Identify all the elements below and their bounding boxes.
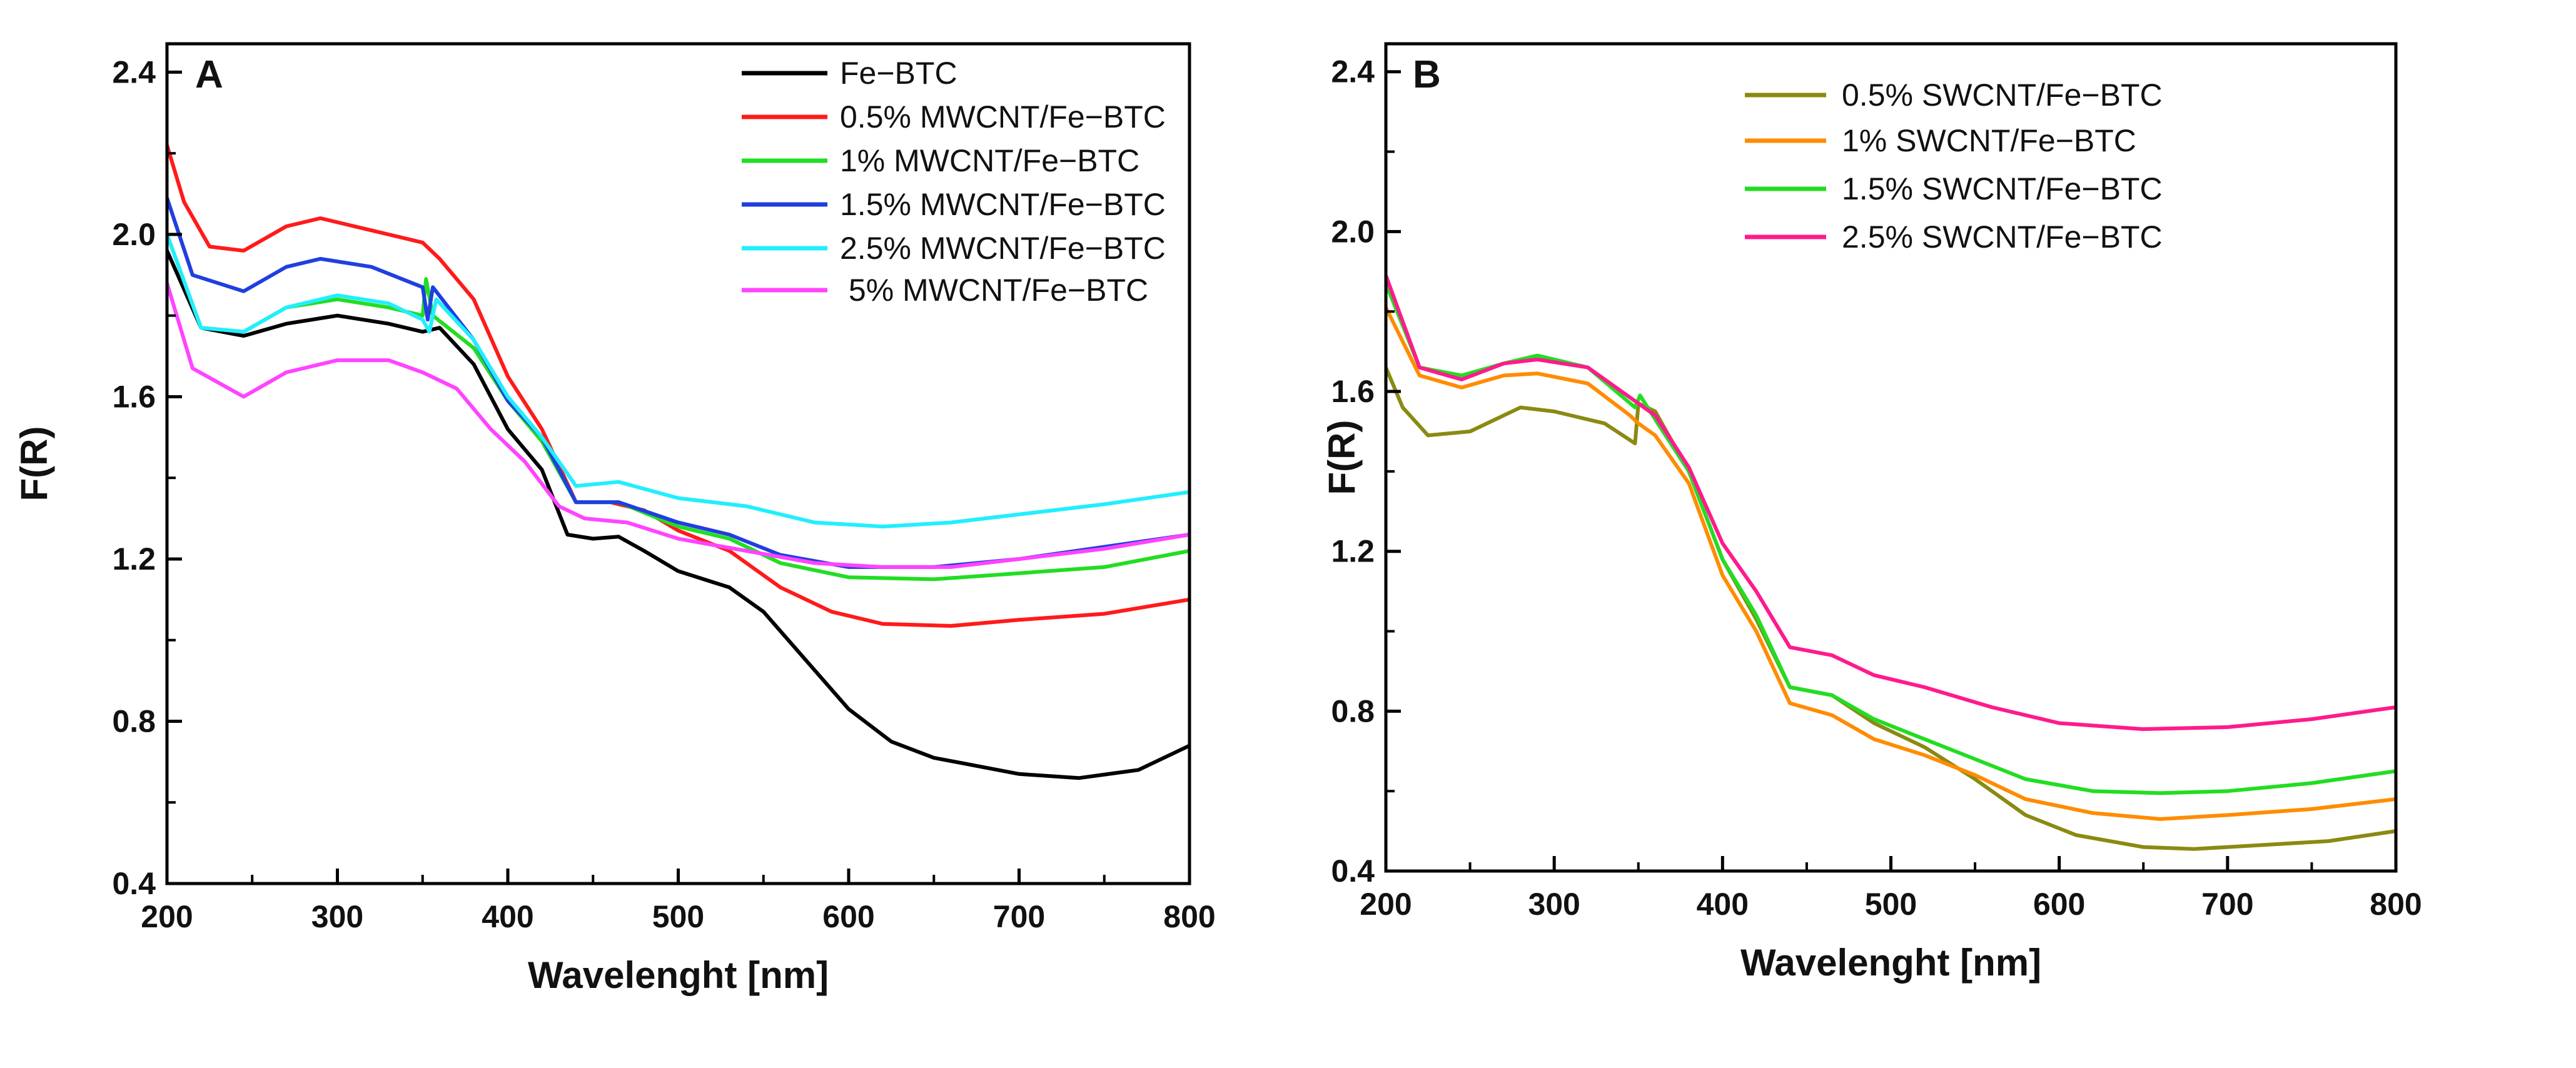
legend-label: 1% MWCNT/Fe−BTC: [840, 143, 1139, 178]
x-tick-label: 700: [2201, 887, 2253, 922]
y-tick-label: 1.6: [112, 379, 156, 414]
x-tick-label: 600: [2033, 887, 2085, 922]
legend-item: 1.5% SWCNT/Fe−BTC: [1745, 171, 2163, 206]
legend-item: 0.5% MWCNT/Fe−BTC: [742, 99, 1166, 134]
legend-label: 1.5% MWCNT/Fe−BTC: [840, 187, 1166, 222]
panel-label: B: [1413, 53, 1441, 96]
x-tick-label: 400: [482, 899, 533, 934]
y-tick-label: 0.4: [1331, 854, 1375, 889]
legend: 0.5% SWCNT/Fe−BTC 1% SWCNT/Fe−BTC 1.5% SWC…: [1745, 78, 2163, 254]
legend-item: 1.5% MWCNT/Fe−BTC: [742, 187, 1166, 222]
series-line: [165, 233, 1190, 529]
panel-b: 200 300 400 500 600 700 800 0.4 0.8 1.2 1.6 2.0 2.4 W…: [1321, 42, 2422, 984]
y-tick-label: 1.2: [112, 542, 156, 577]
legend-label: 1% SWCNT/Fe−BTC: [1842, 123, 2136, 158]
y-tick-label: 1.2: [1331, 534, 1375, 569]
y-tick-label: 2.0: [112, 217, 156, 252]
x-tick-label: 300: [1528, 887, 1580, 922]
y-axis-title: F(R): [1321, 420, 1363, 495]
series-line: [1384, 306, 2397, 821]
series-line: [1384, 283, 2397, 795]
y-tick-label: 0.8: [1331, 693, 1375, 728]
legend-item: 1% SWCNT/Fe−BTC: [1745, 123, 2136, 158]
plot-frame: [1384, 42, 2398, 873]
x-tick-label: 800: [2370, 887, 2422, 922]
y-tick-label: 2.0: [1331, 214, 1375, 249]
series-line: [165, 249, 1191, 780]
legend-item: 1% MWCNT/Fe−BTC: [742, 143, 1139, 178]
x-tick-label: 500: [652, 899, 704, 934]
x-axis-title: Wavelenght [nm]: [528, 954, 829, 996]
y-tick-label: 2.4: [112, 54, 156, 89]
legend-item: 2.5% MWCNT/Fe−BTC: [742, 231, 1166, 266]
x-axis-title: Wavelenght [nm]: [1740, 942, 2041, 984]
y-axis-title: F(R): [13, 426, 55, 501]
legend-label: 2.5% MWCNT/Fe−BTC: [840, 231, 1166, 266]
x-tick-label: 200: [1360, 887, 1412, 922]
legend-label: 1.5% SWCNT/Fe−BTC: [1842, 171, 2163, 206]
series-line: [165, 282, 1190, 569]
x-tick-label: 300: [311, 899, 363, 934]
series-line: [1384, 275, 2397, 732]
legend-label: 0.5% MWCNT/Fe−BTC: [840, 99, 1166, 134]
x-tick-label: 500: [1865, 887, 1917, 922]
legend-item: 5% MWCNT/Fe−BTC: [742, 273, 1148, 308]
x-tick-label: 800: [1163, 899, 1215, 934]
series-line: [1384, 366, 2397, 851]
legend-item: 2.5% SWCNT/Fe−BTC: [1745, 219, 2163, 254]
x-tick-label: 200: [141, 899, 193, 934]
legend-item: 0.5% SWCNT/Fe−BTC: [1745, 78, 2163, 113]
panel-label: A: [195, 53, 223, 96]
x-tick-label: 700: [993, 899, 1045, 934]
y-tick-label: 0.8: [112, 703, 156, 738]
legend-label: 0.5% SWCNT/Fe−BTC: [1842, 78, 2163, 113]
legend-label: 2.5% SWCNT/Fe−BTC: [1842, 219, 2163, 254]
y-tick-label: 0.4: [112, 866, 156, 901]
legend-item: Fe−BTC: [742, 56, 957, 91]
panel-a: 200 300 400 500 600 700 800 0.4 0.8 1.2 1.6 2.0 2.4 W…: [13, 42, 1216, 996]
legend-label: 5% MWCNT/Fe−BTC: [840, 273, 1148, 308]
y-tick-label: 1.6: [1331, 374, 1375, 409]
legend: Fe−BTC 0.5% MWCNT/Fe−BTC 1% MWCNT/Fe−BTC 1.…: [742, 56, 1166, 308]
legend-label: Fe−BTC: [840, 56, 957, 91]
y-tick-label: 2.4: [1331, 54, 1375, 89]
x-tick-label: 400: [1697, 887, 1749, 922]
x-tick-label: 600: [822, 899, 874, 934]
